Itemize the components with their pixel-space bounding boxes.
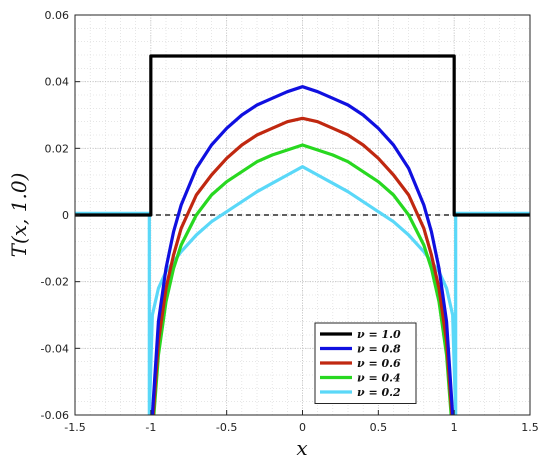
series-line-2 (150, 85, 455, 415)
legend-label: ν = 1.0 (357, 328, 401, 341)
series-line-1 (75, 54, 530, 217)
x-tick-label: -0.5 (216, 421, 237, 434)
series-line-4 (152, 143, 453, 415)
y-tick-label: 0 (62, 209, 69, 222)
y-axis-ticks: -0.06 -0.04 -0.02 0 0.02 0.04 0.06 (41, 9, 80, 422)
y-tick-label: 0.06 (45, 9, 70, 22)
legend-label: ν = 0.4 (357, 372, 401, 385)
y-axis-label: T(x, 1.0) (7, 173, 31, 258)
y-tick-label: 0.02 (45, 142, 70, 155)
x-tick-label: 1 (451, 421, 458, 434)
x-tick-label: -1 (145, 421, 156, 434)
series-layer (75, 54, 530, 415)
y-tick-label: -0.06 (41, 409, 69, 422)
legend-label: ν = 0.6 (357, 357, 401, 370)
x-tick-label: 0.5 (370, 421, 388, 434)
series-line-3 (151, 116, 454, 415)
x-axis-label: x (296, 436, 307, 460)
legend-label: ν = 0.8 (357, 343, 401, 356)
x-tick-label: 1.5 (521, 421, 539, 434)
x-axis-ticks: -1.5 -1 -0.5 0 0.5 1 1.5 (64, 410, 539, 434)
y-tick-label: 0.04 (45, 76, 70, 89)
y-tick-label: -0.04 (41, 342, 69, 355)
x-tick-label: 0 (299, 421, 306, 434)
x-tick-label: -1.5 (64, 421, 85, 434)
legend: ν = 1.0 ν = 0.8ν = 0.6 ν = 0.4ν = 0.2 (314, 322, 417, 404)
y-tick-label: -0.02 (41, 276, 69, 289)
legend-label: ν = 0.2 (357, 386, 401, 399)
